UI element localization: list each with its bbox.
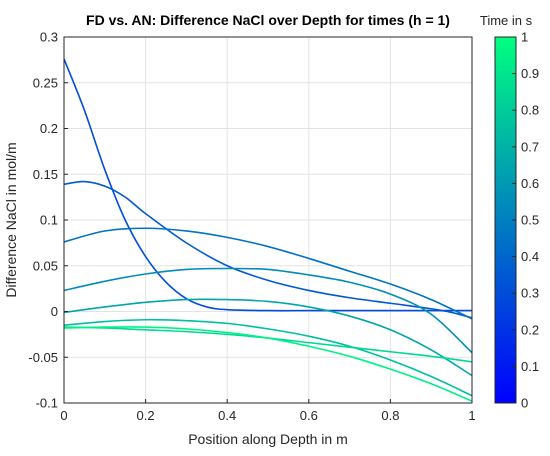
colorbar-tick-label: 0.4 [521,249,539,264]
series-line [64,267,472,354]
y-axis-label: Difference NaCl in mol/m [3,142,19,297]
colorbar-ticks: 0 0.1 0.2 0.3 0.4 0.5 0.6 0.7 0.8 0.9 1 [512,30,539,411]
colorbar-tick-label: 0.1 [521,359,539,374]
series-line [64,326,472,402]
colorbar-tick-label: 0.7 [521,139,539,154]
series-line [64,227,472,320]
y-tick-label: 0.1 [40,213,58,228]
x-tick-label: 0 [60,408,67,423]
y-tick-label: 0.2 [40,121,58,136]
x-tick-label: 0.6 [300,408,318,423]
colorbar-tick-label: 1 [521,30,528,45]
x-tick-label: 1 [468,408,475,423]
y-axis-ticks: -0.1 -0.05 0 0.05 0.1 0.15 0.2 0.25 0.3 [28,30,68,411]
series-lines [64,58,472,402]
colorbar-tick-label: 0.3 [521,286,539,301]
colorbar-tick-label: 0.5 [521,213,539,228]
x-axis-label: Position along Depth in m [188,431,348,447]
y-tick-label: -0.1 [36,396,58,411]
x-tick-label: 0.4 [218,408,236,423]
colorbar-label: Time in s [480,13,533,28]
colorbar-tick-label: 0 [521,396,528,411]
series-line [64,180,472,319]
x-tick-label: 0.2 [137,408,155,423]
colorbar-tick-label: 0.2 [521,322,539,337]
y-tick-label: 0.05 [33,258,58,273]
y-tick-label: 0.25 [33,75,58,90]
colorbar-tick-label: 0.6 [521,176,539,191]
colorbar-tick-label: 0.9 [521,66,539,81]
series-line [64,298,472,377]
y-tick-label: -0.05 [28,350,58,365]
colorbar-tick-label: 0.8 [521,103,539,118]
series-line [64,58,472,312]
chart-title: FD vs. AN: Difference NaCl over Depth fo… [86,12,450,28]
y-tick-label: 0 [51,304,58,319]
y-tick-label: 0.3 [40,30,58,45]
x-axis-ticks: 0 0.2 0.4 0.6 0.8 1 [60,399,476,423]
y-tick-label: 0.15 [33,167,58,182]
x-tick-label: 0.8 [381,408,399,423]
series-line [64,318,472,397]
